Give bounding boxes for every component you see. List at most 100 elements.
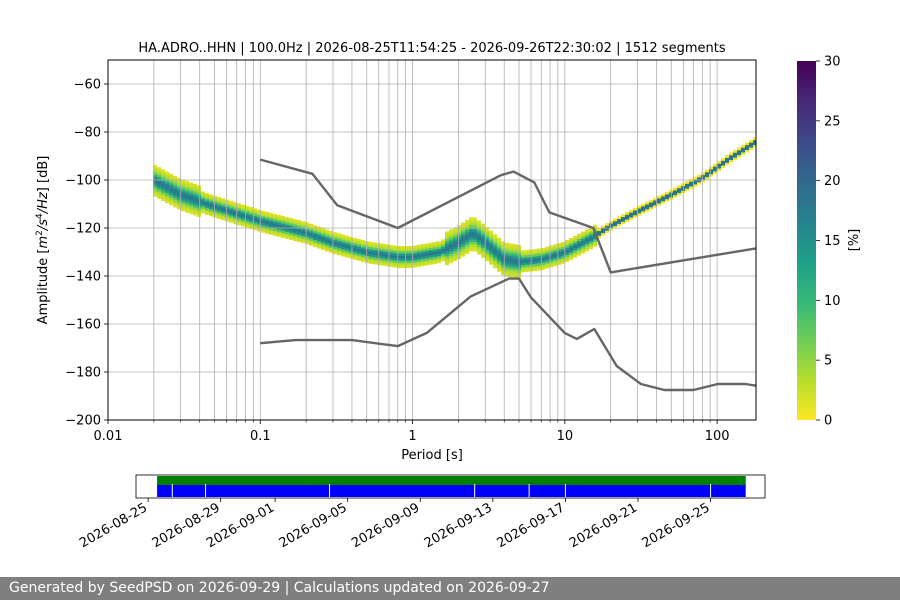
heatmap-cell (449, 246, 453, 249)
heatmap-cell (185, 190, 189, 194)
heatmap-cell (301, 221, 305, 224)
heatmap-cell (337, 252, 341, 256)
heatmap-cell (589, 229, 593, 233)
heatmap-cell (685, 183, 689, 187)
heatmap-cell (673, 192, 677, 196)
heatmap-cell (361, 254, 365, 258)
heatmap-cell (409, 258, 413, 261)
heatmap-cell (173, 204, 177, 208)
heatmap-cell (665, 194, 669, 197)
heatmap-cell (165, 171, 169, 175)
heatmap-cell (161, 181, 165, 185)
heatmap-cell (189, 187, 193, 191)
heatmap-cell (545, 246, 549, 250)
heatmap-cell (525, 264, 529, 268)
heatmap-cell (485, 253, 489, 257)
heatmap-cell (373, 252, 377, 255)
heatmap-cell (173, 175, 177, 179)
heatmap-cell (185, 207, 189, 211)
heatmap-cell (457, 256, 461, 260)
heatmap-cell (277, 234, 281, 237)
heatmap-cell (305, 227, 309, 230)
heatmap-cell (445, 233, 449, 237)
heatmap-cell (421, 248, 425, 252)
heatmap-cell (629, 214, 633, 218)
heatmap-cell (253, 213, 257, 216)
heatmap-cell (725, 157, 729, 161)
heatmap-cell (153, 172, 157, 175)
heatmap-cell (261, 220, 265, 224)
heatmap-cell (497, 266, 501, 270)
heatmap-cell (185, 205, 189, 208)
heatmap-cell (501, 243, 505, 247)
heatmap-cell (349, 255, 353, 259)
heatmap-cell (433, 254, 437, 257)
heatmap-cell (661, 193, 665, 197)
heatmap-cell (301, 226, 305, 229)
heatmap-cell (305, 224, 309, 228)
heatmap-cell (437, 243, 441, 247)
heatmap-cell (409, 250, 413, 254)
heatmap-cell (201, 208, 205, 212)
heatmap-cell (505, 254, 509, 258)
heatmap-cell (257, 221, 261, 225)
heatmap-cell (401, 246, 405, 249)
heatmap-cell (197, 211, 201, 215)
heatmap-cell (445, 262, 449, 266)
heatmap-cell (197, 185, 201, 189)
heatmap-cell (329, 233, 333, 237)
heatmap-cell (573, 247, 577, 251)
heatmap-cell (525, 254, 529, 258)
heatmap-cell (237, 210, 241, 214)
heatmap-cell (353, 254, 357, 258)
heatmap-cell (493, 251, 497, 254)
heatmap-cell (577, 252, 581, 256)
heatmap-cell (693, 181, 697, 185)
heatmap-cell (341, 251, 345, 255)
heatmap-cell (381, 260, 385, 264)
heatmap-cell (257, 219, 261, 222)
heatmap-cell (617, 223, 621, 227)
heatmap-cell (449, 248, 453, 252)
heatmap-cell (161, 169, 165, 173)
heatmap-cell (317, 245, 321, 249)
heatmap-cell (461, 239, 465, 243)
heatmap-cell (513, 246, 517, 250)
heatmap-cell (161, 186, 165, 189)
heatmap-cell (381, 248, 385, 252)
heatmap-cell (157, 179, 161, 182)
heatmap-cell (181, 196, 185, 200)
heatmap-cell (401, 255, 405, 259)
heatmap-cell (549, 250, 553, 253)
heatmap-cell (285, 219, 289, 223)
heatmap-cell (521, 260, 525, 263)
heatmap-cell (261, 210, 265, 214)
heatmap-cell (469, 222, 473, 225)
heatmap-cell (565, 249, 569, 253)
heatmap-cell (189, 194, 193, 198)
heatmap-cell (409, 262, 413, 266)
heatmap-cell (193, 191, 197, 194)
heatmap-cell (549, 259, 553, 263)
heatmap-cell (153, 167, 157, 171)
heatmap-cell (405, 265, 409, 268)
heatmap-cell (537, 260, 541, 264)
heatmap-cell (329, 250, 333, 253)
heatmap-cell (665, 191, 669, 195)
heatmap-cell (245, 213, 249, 216)
heatmap-cell (577, 245, 581, 249)
heatmap-cell (497, 247, 501, 251)
heatmap-cell (509, 255, 513, 259)
heatmap-cell (421, 258, 425, 262)
heatmap-cell (457, 242, 461, 245)
heatmap-cell (437, 248, 441, 252)
heatmap-cell (449, 229, 453, 233)
heatmap-cell (585, 238, 589, 242)
heatmap-cell (277, 231, 281, 235)
heatmap-cell (201, 196, 205, 200)
heatmap-cell (753, 137, 756, 141)
heatmap-cell (753, 139, 756, 143)
heatmap-cell (277, 214, 281, 218)
heatmap-cell (613, 218, 617, 222)
heatmap-cell (589, 239, 593, 242)
